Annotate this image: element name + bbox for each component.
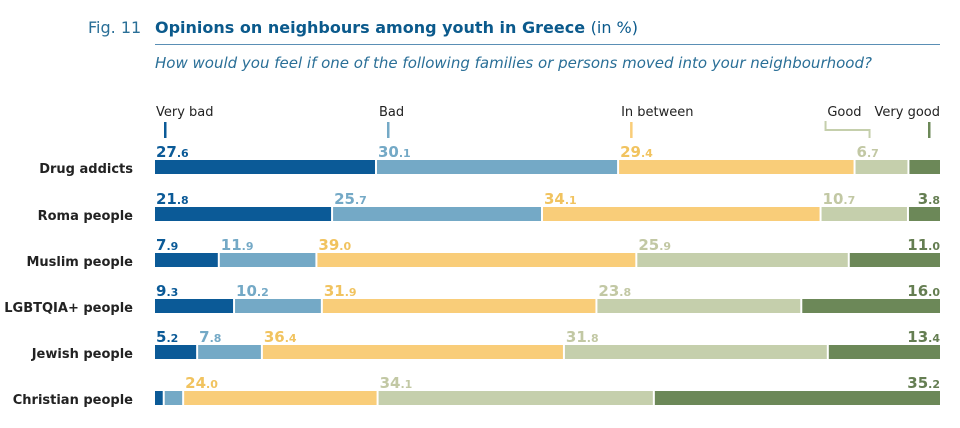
bar-very-good: [909, 160, 940, 174]
legend-label: Good: [827, 105, 861, 120]
bar-good: [378, 391, 653, 405]
bar-good: [821, 207, 907, 221]
bar-bad: [376, 160, 618, 174]
data-label: 27.6: [156, 143, 189, 161]
data-label: 6.7: [857, 143, 879, 161]
bar-bad: [198, 345, 261, 359]
legend-marker: [630, 122, 633, 138]
bar-good: [637, 253, 848, 267]
chart-subtitle: How would you feel if one of the followi…: [155, 54, 872, 72]
bar-very-bad: [155, 391, 163, 405]
bar-bad: [235, 299, 321, 313]
bar-bad: [219, 253, 316, 267]
data-label: 16.0: [907, 282, 940, 300]
bar-very-good: [802, 299, 940, 313]
legend-label: Very bad: [156, 105, 214, 120]
data-label: 36.4: [264, 328, 297, 346]
legend-label: In between: [621, 105, 693, 120]
figure-number: Fig. 11: [88, 18, 142, 37]
data-label: 9.3: [156, 282, 178, 300]
data-label: 13.4: [907, 328, 940, 346]
data-label: 29.4: [620, 143, 653, 161]
legend-marker: [164, 122, 167, 138]
data-label: 31.9: [324, 282, 357, 300]
bar-in-between: [317, 253, 636, 267]
bars: Drug addicts 27.6 30.1 29.4 6.7 Roma people 21…: [4, 143, 940, 408]
legend-marker: [386, 122, 390, 138]
legend-marker: [824, 121, 871, 138]
data-label: 35.2: [907, 374, 940, 392]
bar-bad: [164, 391, 183, 405]
data-label: 7.9: [156, 236, 178, 254]
category-label: Muslim people: [26, 255, 133, 270]
bar-in-between: [184, 391, 377, 405]
title-unit: (in %): [590, 18, 638, 37]
bar-very-good: [654, 391, 940, 405]
category-label: Drug addicts: [39, 162, 133, 177]
data-label: 3.8: [918, 190, 940, 208]
data-label: 25.7: [334, 190, 367, 208]
category-label: Jewish people: [31, 347, 133, 362]
bar-good: [855, 160, 908, 174]
bar-very-bad: [155, 207, 332, 221]
category-label: Roma people: [38, 209, 134, 224]
bar-bad: [333, 207, 541, 221]
bar-good: [597, 299, 801, 313]
data-label: 34.1: [380, 374, 413, 392]
data-label: 39.0: [318, 236, 351, 254]
category-label: Christian people: [13, 393, 133, 408]
data-label: 10.2: [236, 282, 269, 300]
bar-good: [564, 345, 827, 359]
bar-very-bad: [155, 299, 234, 313]
bar-very-bad: [155, 253, 218, 267]
data-label: 11.0: [907, 236, 940, 254]
bar-very-bad: [155, 160, 375, 174]
legend-marker: [928, 122, 931, 138]
data-label: 21.8: [156, 190, 189, 208]
data-label: 25.9: [638, 236, 671, 254]
legend-label: Bad: [379, 105, 404, 120]
data-label: 34.1: [544, 190, 577, 208]
bar-very-bad: [155, 345, 197, 359]
title-divider: [155, 44, 940, 45]
bar-very-good: [849, 253, 940, 267]
bar-in-between: [543, 207, 820, 221]
data-label: 31.8: [566, 328, 599, 346]
legend-label: Very good: [875, 105, 940, 120]
data-label: 24.0: [185, 374, 218, 392]
bar-in-between: [262, 345, 563, 359]
bar-in-between: [619, 160, 854, 174]
data-label: 11.9: [221, 236, 254, 254]
chart-title: Opinions on neighbours among youth in Gr…: [155, 18, 638, 37]
data-label: 7.8: [199, 328, 221, 346]
data-label: 23.8: [598, 282, 631, 300]
bar-very-good: [908, 207, 940, 221]
legend: Very bad Bad In between Good Very good: [156, 105, 940, 138]
category-label: LGBTQIA+ people: [4, 301, 133, 316]
bar-in-between: [322, 299, 596, 313]
data-label: 5.2: [156, 328, 178, 346]
bar-very-good: [828, 345, 940, 359]
data-label: 30.1: [378, 143, 411, 161]
data-label: 10.7: [823, 190, 856, 208]
